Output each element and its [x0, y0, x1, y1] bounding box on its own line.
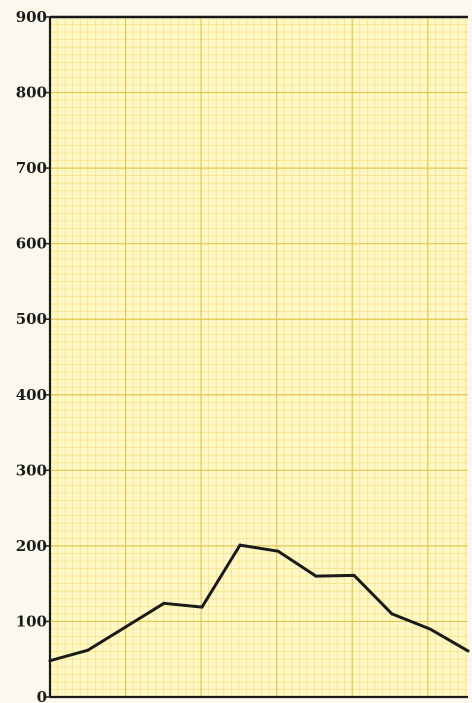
y-tick-label: 0 — [37, 688, 47, 703]
y-tick-label: 900 — [16, 8, 47, 26]
y-tick-label: 400 — [16, 386, 47, 404]
y-tick-label: 600 — [16, 235, 47, 253]
data-point — [276, 549, 280, 553]
y-tick-label: 200 — [16, 537, 47, 555]
data-point — [86, 648, 90, 652]
data-point — [390, 612, 394, 616]
y-axis-ticks: 0 100 200 300 400 500 600 700 800 900 — [16, 8, 50, 703]
y-tick-label: 100 — [16, 612, 47, 630]
data-point — [124, 625, 128, 629]
data-point — [200, 605, 204, 609]
data-point — [162, 601, 166, 605]
series-group — [48, 543, 470, 663]
grid-minor-lines — [50, 17, 468, 697]
data-point — [466, 649, 470, 653]
y-tick-label: 300 — [16, 461, 47, 479]
data-point — [238, 543, 242, 547]
series-line — [48, 543, 470, 663]
y-tick-label: 800 — [16, 84, 47, 102]
data-point — [352, 573, 356, 577]
data-point — [428, 627, 432, 631]
data-point — [314, 574, 318, 578]
y-tick-label: 500 — [16, 310, 47, 328]
data-point — [48, 659, 52, 663]
y-tick-label: 700 — [16, 159, 47, 177]
